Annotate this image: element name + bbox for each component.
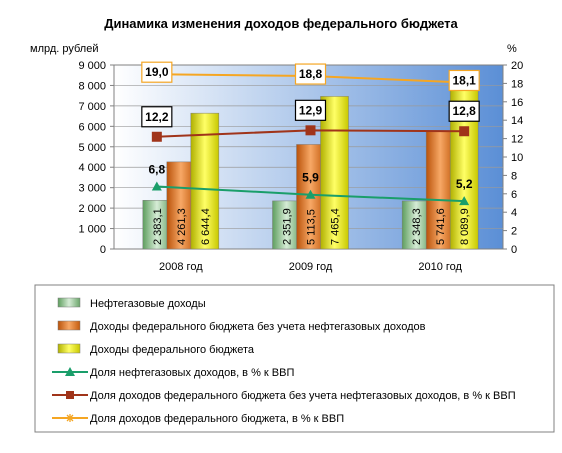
bar <box>272 200 301 250</box>
legend-label: Доходы федерального бюджета <box>90 344 255 356</box>
legend-label: Доходы федерального бюджета без учета не… <box>90 321 426 333</box>
percent-label-box <box>141 106 173 128</box>
left-axis-unit: млрд. рублей <box>30 43 98 55</box>
bar <box>142 200 172 250</box>
bar-value-label: 7 465,4 <box>330 208 342 245</box>
legend-label: Доля нефтегазовых доходов, в % к ВВП <box>90 367 294 379</box>
bar-value-label: 8 089,9 <box>459 208 471 245</box>
category-labels: 2008 год 2009 год 2010 год <box>159 261 463 273</box>
percent-label-box <box>448 69 480 92</box>
bar <box>166 161 196 250</box>
legend-label: Доля доходов федерального бюджета, в % к… <box>90 413 344 425</box>
left-tick-label: 3 000 <box>78 183 106 195</box>
legend-swatch <box>57 343 81 354</box>
bar-value-label: 4 261,3 <box>176 208 188 245</box>
right-tick-label: 14 <box>511 115 523 127</box>
right-tick-label: 16 <box>511 97 523 109</box>
percent-label: 6,8 <box>148 162 165 176</box>
bar <box>401 200 431 250</box>
bar-value-label: 5 113,5 <box>306 209 318 245</box>
left-tick-label: 4 000 <box>78 162 106 174</box>
left-tick-label: 2 000 <box>78 203 106 215</box>
bar <box>320 96 349 250</box>
line-point <box>459 126 470 137</box>
right-tick-label: 0 <box>511 244 517 256</box>
left-tick-label: 5 000 <box>78 142 106 154</box>
left-tick-label: 7 000 <box>78 101 106 113</box>
right-tick-label: 4 <box>511 207 517 219</box>
chart-title: Динамика изменения доходов федерального … <box>104 16 458 31</box>
line-point <box>305 125 316 136</box>
right-tick-label: 20 <box>511 60 523 72</box>
legend-swatch <box>57 320 81 331</box>
percent-label-box <box>141 61 173 83</box>
percent-label-box <box>294 99 327 121</box>
percent-label: 5,2 <box>456 177 473 191</box>
right-axis-unit: % <box>507 43 517 55</box>
bar-value-label: 2 348,3 <box>411 208 423 245</box>
left-tick-label: 9 000 <box>78 60 106 72</box>
category-label: 2009 год <box>289 261 333 273</box>
right-tick-label: 6 <box>511 189 517 201</box>
percent-label: 12,8 <box>452 104 476 118</box>
left-tick-label: 1 000 <box>78 224 106 236</box>
bar-value-label: 2 383,1 <box>152 208 164 245</box>
legend-label: Нефтегазовые доходы <box>90 298 206 310</box>
line-point <box>151 181 162 191</box>
legend-label: Доля доходов федерального бюджета без уч… <box>90 390 516 402</box>
right-tick-label: 2 <box>511 226 517 238</box>
legend-box <box>34 284 555 433</box>
bar-value-label: 6 644,4 <box>200 208 212 245</box>
percent-label: 12,9 <box>299 103 323 117</box>
percent-lines: 6,8 5,9 5,2 12,2 12,9 12,8 19,0 18,8 18,1 <box>141 61 480 206</box>
right-tick-label: 12 <box>511 134 523 146</box>
legend-marker <box>66 391 74 399</box>
percent-label: 12,2 <box>145 110 169 124</box>
percent-label: 5,9 <box>302 171 319 185</box>
bar-value-label: 5 741,6 <box>435 208 447 245</box>
legend-marker <box>65 367 75 376</box>
line-point <box>151 131 162 142</box>
right-tick-label: 18 <box>511 78 523 90</box>
percent-label-box <box>448 100 480 122</box>
right-axis: 0 2 4 6 8 10 12 14 16 18 20 <box>503 60 523 256</box>
right-tick-label: 10 <box>511 152 523 164</box>
legend-marker <box>66 414 74 422</box>
left-tick-label: 8 000 <box>78 80 106 92</box>
left-axis: 0 1 000 2 000 3 000 4 000 5 000 6 000 7 000 8 00… <box>78 60 114 256</box>
percent-label: 19,0 <box>145 65 169 79</box>
bar-value-label: 2 351,9 <box>282 208 294 245</box>
right-tick-label: 8 <box>511 170 517 182</box>
left-tick-label: 0 <box>100 244 106 256</box>
line-point <box>305 189 316 199</box>
line-point <box>459 196 470 206</box>
percent-label: 18,1 <box>452 73 476 87</box>
category-label: 2008 год <box>159 261 203 273</box>
percent-label: 18,8 <box>299 67 323 81</box>
bar <box>425 131 455 250</box>
category-label: 2010 год <box>418 261 462 273</box>
legend: Нефтегазовые доходы Доходы федерального б… <box>52 297 516 425</box>
percent-label-box <box>294 63 327 85</box>
left-tick-label: 6 000 <box>78 121 106 133</box>
legend-swatch <box>57 297 81 308</box>
